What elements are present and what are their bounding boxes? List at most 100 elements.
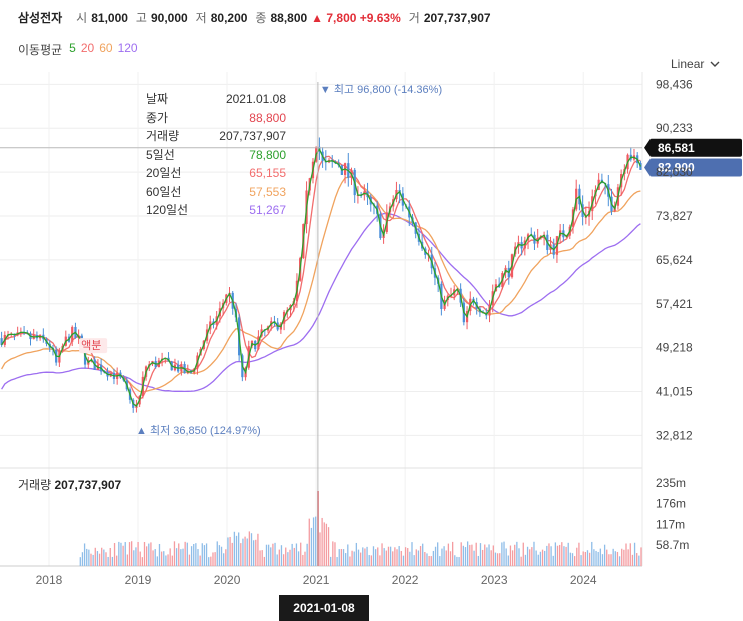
volume-bar <box>199 555 201 566</box>
tooltip-row-ma60: 60일선 57,553 <box>146 184 286 199</box>
volume-bar <box>559 544 561 566</box>
volume-bar <box>475 542 477 566</box>
price-tick-label: 57,421 <box>656 297 693 311</box>
price-tick-label: 73,827 <box>656 209 693 223</box>
volume-bar <box>135 547 137 566</box>
volume-bar <box>336 557 338 566</box>
volume-bar <box>552 555 554 566</box>
volume-bar <box>171 555 173 566</box>
volume-bar <box>285 547 287 566</box>
volume-bar <box>158 543 161 566</box>
volume-bar <box>561 542 563 566</box>
volume-bar <box>625 543 627 566</box>
volume-bar <box>443 546 445 566</box>
volume-bar <box>195 543 197 566</box>
stock-header: 삼성전자 시 81,000 고 90,000 저 80,200 종 88,800… <box>18 9 491 26</box>
ma-5-line <box>1 147 641 408</box>
volume-bar <box>347 544 349 566</box>
volume-bar <box>627 549 629 566</box>
volume-bar <box>409 551 411 566</box>
volume-bar <box>492 545 494 566</box>
volume-bar <box>255 539 257 566</box>
time-tick-label: 2018 <box>36 573 63 587</box>
volume-bar <box>576 547 578 566</box>
volume-bar <box>413 555 415 566</box>
volume-bar <box>616 551 619 566</box>
volume-bar <box>368 555 370 566</box>
volume-bar <box>507 555 509 566</box>
volume-bar <box>437 542 439 566</box>
volume-bar <box>537 554 539 566</box>
volume-bar <box>456 556 458 566</box>
volume-bar <box>103 549 105 566</box>
ma-120-toggle[interactable]: 120 <box>117 41 138 55</box>
volume-bar <box>569 552 572 566</box>
volume-bar <box>633 542 636 566</box>
low-annotation: ▲ 최저 36,850 (124.97%) <box>136 424 261 437</box>
volume-bar <box>370 555 372 566</box>
time-tick-label: 2020 <box>214 573 241 587</box>
volume-bar <box>79 557 81 566</box>
volume-bar <box>383 548 385 566</box>
volume-axis: 235m 176m 117m 58.7m <box>656 476 689 552</box>
volume-bar <box>434 546 437 566</box>
volume-bar <box>464 547 467 566</box>
volume-bar <box>548 543 550 566</box>
volume-bar <box>220 546 223 566</box>
volume-bar <box>588 552 591 566</box>
volume-bar <box>638 555 640 566</box>
volume-bar <box>212 552 214 566</box>
volume-bar <box>167 554 169 566</box>
price-tick-label: 90,233 <box>656 121 693 135</box>
volume-bar <box>377 547 379 566</box>
volume-bar <box>227 537 229 566</box>
volume-bar <box>503 541 505 566</box>
dividend-marker-bg <box>79 338 108 354</box>
ma-20-toggle[interactable]: 20 <box>80 41 95 55</box>
volume-bar <box>584 551 586 566</box>
volume-bar <box>518 548 520 566</box>
volume-bar <box>387 546 390 566</box>
price-axis: 98,436 90,233 82,030 73,827 65,624 57,421 49,2… <box>656 77 693 442</box>
volume-bar <box>133 550 135 566</box>
high-label: 고 <box>135 11 147 25</box>
volume-bar <box>402 555 405 566</box>
volume-bar <box>398 546 400 566</box>
volume-bar <box>599 548 601 566</box>
volume-bar <box>349 556 351 566</box>
volume-bars <box>79 490 642 566</box>
volume-bar <box>231 542 233 566</box>
volume-bar <box>310 527 313 566</box>
volume-bar <box>302 554 304 566</box>
ma-60-toggle[interactable]: 60 <box>99 41 113 55</box>
volume-bar <box>430 556 432 566</box>
ma-5-toggle[interactable]: 5 <box>69 41 76 55</box>
volume-bar <box>201 543 203 566</box>
volume-bar <box>238 532 240 566</box>
volume-bar <box>175 548 178 566</box>
volume-bar <box>330 556 332 566</box>
time-tick-label: 2019 <box>125 573 152 587</box>
volume-tick-label: 117m <box>656 518 685 532</box>
volume-bar <box>586 550 589 566</box>
volume-bar <box>477 555 479 566</box>
close-value: 88,800 <box>270 11 308 25</box>
volume-bar <box>297 551 300 566</box>
last-price-label: 82,900 <box>658 160 695 174</box>
volume-bar <box>321 517 323 566</box>
volume-bar <box>259 550 261 566</box>
volume-bar <box>306 543 308 566</box>
volume-bar <box>148 543 150 566</box>
volume-bar <box>389 546 392 566</box>
volume-bar <box>636 553 638 566</box>
time-axis: 2018 2019 2020 2021 2022 2023 2024 <box>36 573 597 587</box>
volume-bar <box>571 553 574 566</box>
volume-bar <box>274 542 276 566</box>
volume-bar <box>606 549 608 566</box>
volume-bar <box>471 544 473 566</box>
volume-bar <box>193 543 195 566</box>
volume-bar <box>550 546 552 566</box>
volume-bar <box>351 550 353 566</box>
scale-dropdown[interactable]: Linear <box>671 57 720 71</box>
